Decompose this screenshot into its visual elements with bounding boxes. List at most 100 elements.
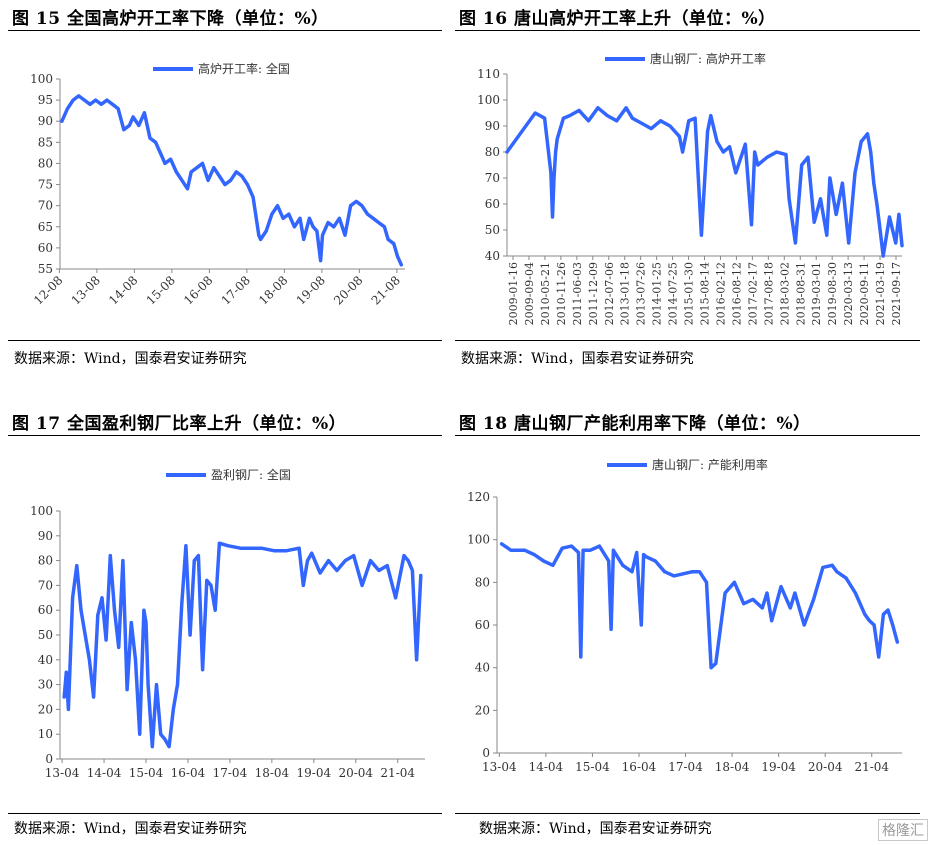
data-point [392,242,396,246]
data-point [371,216,375,220]
data-point [524,124,528,128]
data-point [66,107,69,111]
data-point [784,153,788,157]
data-point [867,619,871,623]
data-point [709,114,713,118]
data-point [159,732,163,736]
data-point [709,666,713,670]
data-point [668,124,672,128]
data-point [270,212,274,216]
data-point [509,548,513,552]
data-point [223,183,227,187]
x-tick-label: 2020-09-11 [858,262,871,325]
x-tick-label: 2009-01-16 [507,262,520,325]
y-tick-label: 20 [38,702,53,716]
data-point [770,619,774,623]
x-tick-label: 2018-03-02 [778,262,791,325]
x-tick-label: 2016-02-12 [714,262,727,325]
data-point [819,197,822,201]
source-note: 数据来源：Wind，国泰君安证券研究 [14,351,247,367]
data-point [875,202,879,206]
chart-title: 图 18 唐山钢厂产能利用率下降（单位：%） [459,414,811,434]
data-point [853,171,857,175]
chart-title: 图 15 全国高炉开工率下降（单位：%） [12,9,329,29]
data-point [821,565,825,569]
data-point [828,176,832,180]
data-point [750,223,753,227]
data-point [639,623,643,627]
data-point [551,563,555,567]
x-tick-label: 18-08 [256,273,290,307]
series-line [499,542,900,670]
x-tick-label: 2012-07-06 [603,262,616,325]
data-point [415,658,419,662]
data-point [217,174,221,178]
title-divider [8,435,442,436]
data-point [209,583,213,587]
legend-label: 高炉开工率: 全国 [198,61,290,76]
data-point [377,569,381,572]
x-tick-label: 2021-03-19 [874,262,887,325]
data-point [687,119,691,123]
data-point [213,608,217,612]
data-point [83,633,87,637]
data-point [301,583,305,587]
data-point [681,572,685,576]
data-point [802,623,806,627]
x-tick-label: 15-04 [575,760,610,774]
data-point [318,571,322,575]
data-point [137,123,141,127]
y-tick-label: 40 [38,653,53,667]
data-point [354,199,358,203]
data-point [615,119,619,123]
data-point [335,569,339,572]
y-tick-label: 100 [30,504,53,518]
x-tick-label: 14-04 [87,766,122,780]
data-point [787,197,791,201]
data-point [349,204,353,208]
data-point [167,745,171,749]
data-point [888,215,891,219]
data-point [812,597,816,601]
data-point [287,212,291,216]
data-point [732,580,736,584]
data-point [587,119,590,123]
y-tick-label: 95 [38,93,53,107]
data-point [281,216,285,220]
data-point [706,129,710,133]
data-point [402,554,406,558]
data-point [382,225,386,229]
x-tick-label: 2015-08-14 [699,262,712,325]
series-line [62,541,423,749]
x-tick-label: 18-04 [715,760,750,774]
x-tick-label: 16-04 [622,760,657,774]
data-point [588,548,592,552]
data-point [186,187,189,191]
data-point [853,591,857,595]
data-point [343,233,347,237]
data-point [121,559,125,563]
data-point [315,229,319,233]
y-tick-label: 40 [475,661,490,675]
source-note: 数据来源：Wind，国泰君安证券研究 [479,821,712,837]
data-point [635,551,639,554]
data-point [298,216,302,220]
data-point [343,559,347,563]
data-point [192,559,196,563]
data-point [693,116,697,120]
x-tick-label: 17-04 [213,766,248,780]
data-point [555,137,559,141]
y-tick-label: 85 [38,135,53,149]
data-point [878,228,882,232]
data-point [302,237,306,241]
data-point [895,640,899,644]
data-point [514,137,518,141]
y-tick-label: 90 [38,114,53,128]
data-point [64,670,68,674]
data-point [142,111,146,115]
data-point [174,170,178,174]
data-point [649,127,653,131]
data-point [900,244,904,248]
data-point [551,215,554,219]
